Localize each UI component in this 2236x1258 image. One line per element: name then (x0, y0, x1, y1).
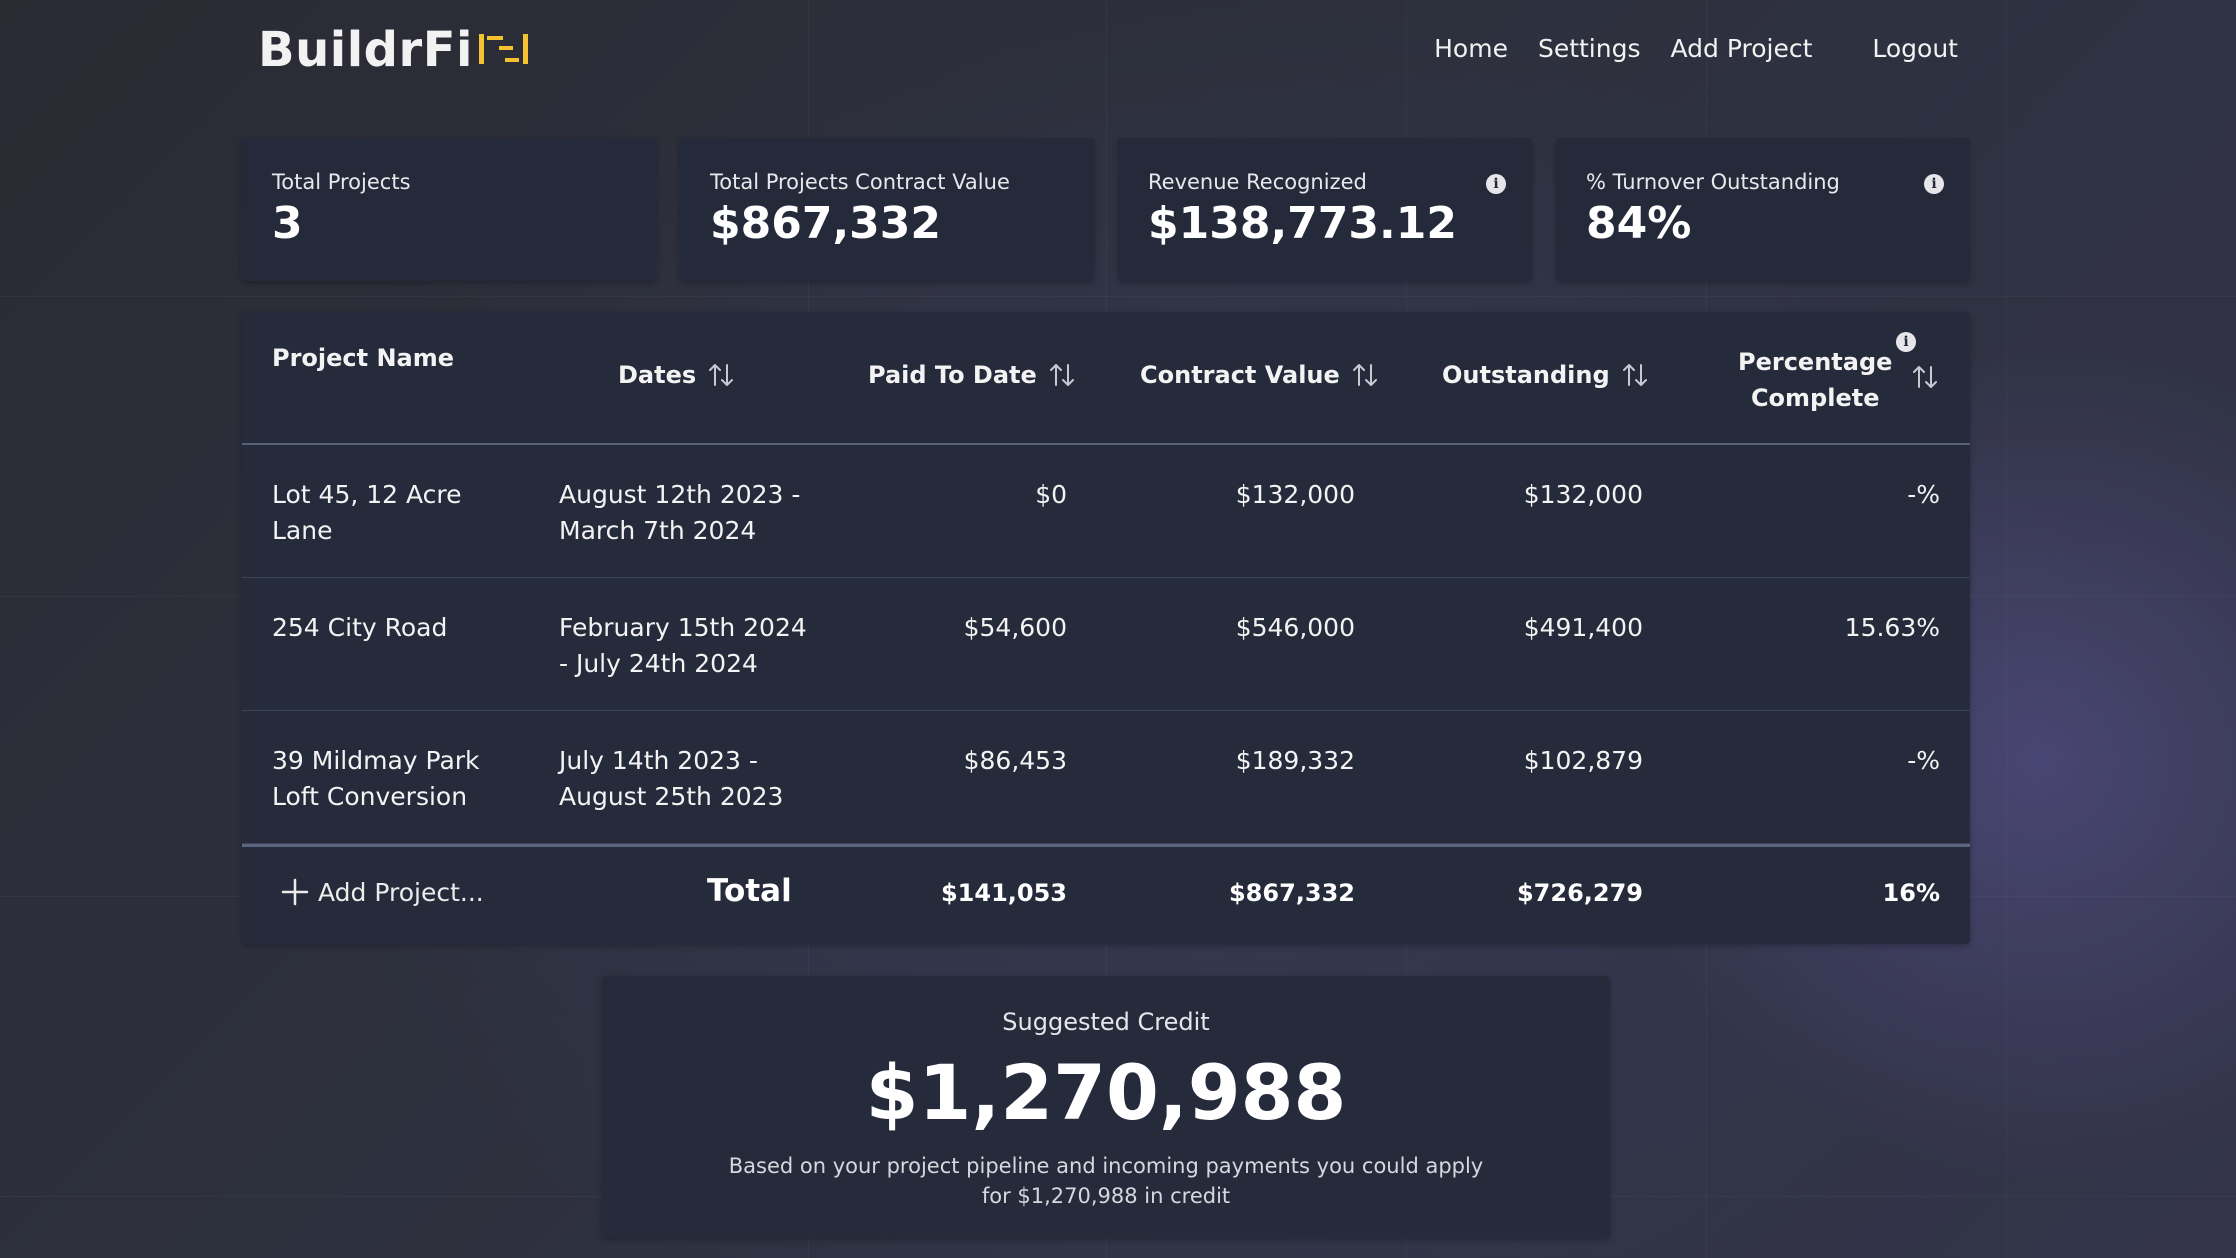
header-dates[interactable]: Dates (618, 360, 736, 390)
header-percentage-complete: Percentage Complete (1738, 344, 1892, 416)
header-outstanding[interactable]: Outstanding (1442, 360, 1650, 390)
cell-text: 254 City Road (272, 613, 448, 642)
stat-card-turnover-outstanding: % Turnover Outstanding 84% i (1556, 138, 1970, 281)
cell-paid-to-date: $0 (1035, 480, 1067, 509)
cell-text: July 14th 2023 - (559, 746, 758, 775)
total-outstanding: $726,279 (1516, 879, 1643, 907)
nav-home-link[interactable]: Home (1434, 34, 1508, 63)
stat-label: % Turnover Outstanding (1586, 170, 1840, 194)
stat-card-revenue-recognized: Revenue Recognized $138,773.12 i (1118, 138, 1532, 281)
stat-value: 3 (272, 198, 303, 249)
sort-arrows-icon[interactable] (706, 360, 736, 390)
add-project-button[interactable]: Add Project... (280, 877, 484, 907)
header-label: Outstanding (1442, 361, 1610, 389)
stat-label: Total Projects Contract Value (710, 170, 1010, 194)
sort-arrows-icon[interactable] (1350, 360, 1380, 390)
cell-dates: February 15th 2024 - July 24th 2024 (559, 610, 807, 682)
cell-text: Lane (272, 516, 333, 545)
cell-project-name: 254 City Road (272, 610, 447, 646)
brand-name: BuildrFi (258, 22, 473, 78)
credit-note-line: Based on your project pipeline and incom… (728, 1154, 1484, 1178)
info-icon[interactable]: i (1924, 174, 1944, 194)
stat-card-total-projects: Total Projects 3 (242, 138, 656, 281)
cell-text: 39 Mildmay Park (272, 746, 480, 775)
cell-text: February 15th 2024 (559, 613, 807, 642)
sort-arrows-icon[interactable] (1620, 360, 1650, 390)
stat-label: Total Projects (272, 170, 411, 194)
cell-outstanding: $132,000 (1523, 480, 1643, 509)
cell-outstanding: $491,400 (1523, 613, 1643, 642)
table-row[interactable]: 39 Mildmay Park Loft Conversion July 14t… (242, 711, 1970, 844)
header-contract-value[interactable]: Contract Value (1140, 360, 1380, 390)
sort-arrows-icon[interactable] (1047, 360, 1077, 390)
cell-contract-value: $189,332 (1235, 746, 1355, 775)
cell-percentage-complete: 15.63% (1844, 613, 1940, 642)
stat-value: $138,773.12 (1148, 198, 1457, 249)
cell-dates: August 12th 2023 - March 7th 2024 (559, 477, 800, 549)
nav-logout-link[interactable]: Logout (1872, 34, 1958, 63)
cell-dates: July 14th 2023 - August 25th 2023 (559, 743, 783, 815)
table-header: Project Name Dates Paid To Date Contract… (242, 312, 1970, 445)
total-percentage-complete: 16% (1882, 879, 1940, 907)
cell-outstanding: $102,879 (1523, 746, 1643, 775)
header-label: Complete (1750, 384, 1880, 412)
header-project-name: Project Name (272, 344, 455, 372)
add-project-label: Add Project... (318, 877, 484, 907)
cell-contract-value: $546,000 (1235, 613, 1355, 642)
total-label: Total (707, 873, 792, 909)
stat-label: Revenue Recognized (1148, 170, 1367, 194)
brand-mark-icon (478, 34, 528, 64)
total-paid-to-date: $141,053 (940, 879, 1067, 907)
top-nav: Home Settings Add Project Logout (1404, 34, 1958, 63)
stat-value: 84% (1586, 198, 1692, 249)
credit-note: Based on your project pipeline and incom… (716, 1151, 1496, 1211)
header-label: Dates (618, 361, 697, 389)
cell-project-name: 39 Mildmay Park Loft Conversion (272, 743, 480, 815)
cell-text: Lot 45, 12 Acre (272, 480, 462, 509)
table-row[interactable]: 254 City Road February 15th 2024 - July … (242, 578, 1970, 711)
header-label: Percentage (1738, 348, 1893, 376)
sort-arrows-icon[interactable] (1910, 362, 1940, 392)
stat-card-contract-value: Total Projects Contract Value $867,332 (680, 138, 1094, 281)
brand-logo[interactable]: BuildrFi (258, 22, 533, 78)
cell-paid-to-date: $86,453 (963, 746, 1067, 775)
info-icon[interactable]: i (1896, 332, 1916, 352)
cell-project-name: Lot 45, 12 Acre Lane (272, 477, 462, 549)
table-row[interactable]: Lot 45, 12 Acre Lane August 12th 2023 - … (242, 445, 1970, 578)
plus-icon (281, 878, 309, 906)
cell-percentage-complete: -% (1907, 480, 1940, 509)
credit-note-line: for $1,270,988 in credit (981, 1184, 1231, 1208)
table-footer: Add Project... Total $141,053 $867,332 $… (242, 844, 1970, 940)
cell-text: Loft Conversion (272, 782, 468, 811)
cell-text: March 7th 2024 (559, 516, 757, 545)
projects-table: Project Name Dates Paid To Date Contract… (242, 312, 1970, 944)
nav-add-project-link[interactable]: Add Project (1670, 34, 1813, 63)
stat-value: $867,332 (710, 198, 942, 249)
cell-contract-value: $132,000 (1235, 480, 1355, 509)
cell-text: August 12th 2023 - (559, 480, 801, 509)
stats-cards: Total Projects 3 Total Projects Contract… (242, 138, 1970, 281)
header-paid-to-date[interactable]: Paid To Date (868, 360, 1077, 390)
suggested-credit-card: Suggested Credit $1,270,988 Based on you… (602, 976, 1610, 1238)
header-label: Paid To Date (868, 361, 1037, 389)
credit-label: Suggested Credit (1002, 1008, 1210, 1036)
header-label: Contract Value (1140, 361, 1340, 389)
nav-settings-link[interactable]: Settings (1537, 34, 1641, 63)
cell-percentage-complete: -% (1907, 746, 1940, 775)
total-contract-value: $867,332 (1228, 879, 1355, 907)
cell-paid-to-date: $54,600 (963, 613, 1067, 642)
info-icon[interactable]: i (1486, 174, 1506, 194)
cell-text: August 25th 2023 (559, 782, 784, 811)
cell-text: - July 24th 2024 (559, 649, 758, 678)
credit-value: $1,270,988 (865, 1048, 1347, 1137)
